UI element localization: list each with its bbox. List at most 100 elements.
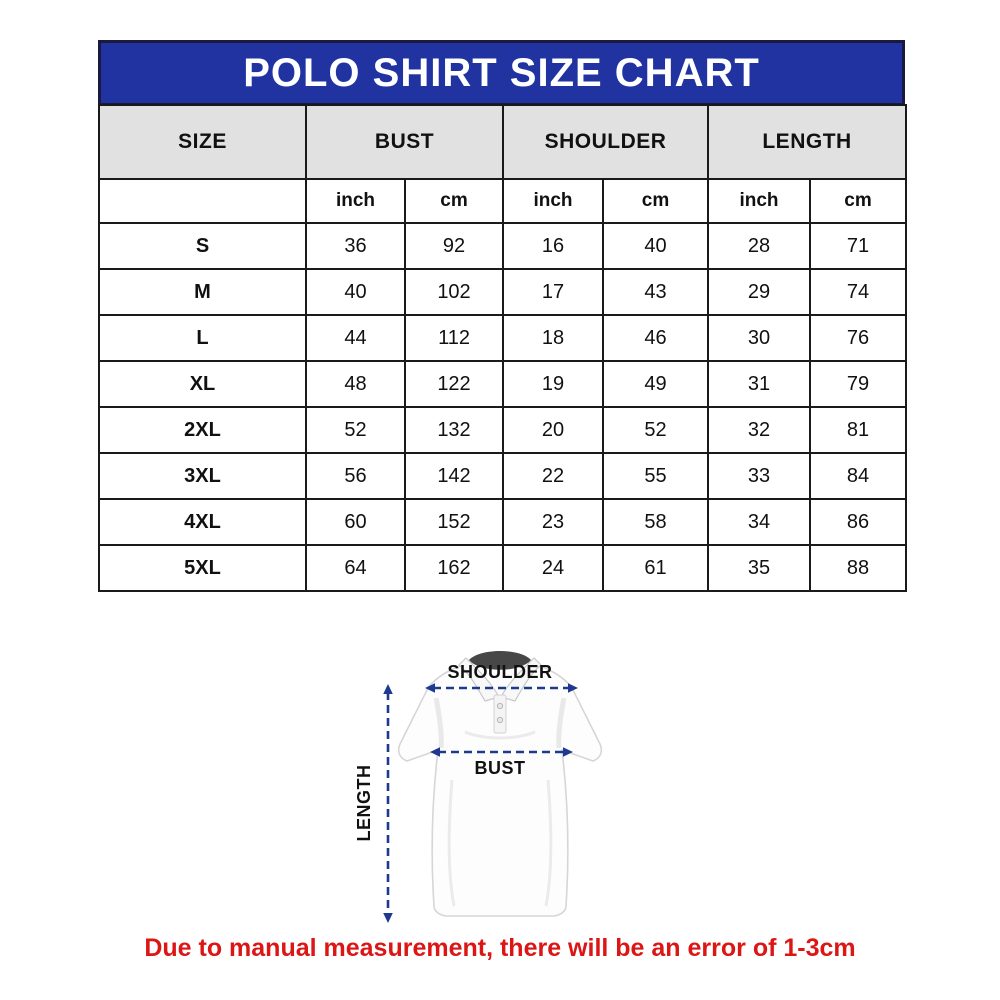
shoulder-label: SHOULDER bbox=[447, 662, 552, 682]
table-row: 4XL 60 152 23 58 34 86 bbox=[98, 498, 908, 546]
value-cell: 64 bbox=[305, 544, 406, 592]
unit-header-empty bbox=[98, 178, 307, 224]
value-cell: 40 bbox=[602, 222, 710, 270]
value-cell: 60 bbox=[305, 498, 406, 546]
table-row: 3XL 56 142 22 55 33 84 bbox=[98, 452, 908, 500]
bust-label: BUST bbox=[475, 758, 526, 778]
value-cell: 29 bbox=[707, 268, 812, 316]
value-cell: 122 bbox=[403, 360, 505, 408]
col-header-bust: BUST bbox=[304, 104, 505, 180]
size-cell: 3XL bbox=[98, 452, 307, 500]
value-cell: 46 bbox=[602, 314, 710, 362]
chart-title-banner: POLO SHIRT SIZE CHART bbox=[98, 40, 905, 106]
placket-button-top bbox=[496, 702, 504, 710]
value-cell: 23 bbox=[502, 498, 605, 546]
value-cell: 32 bbox=[707, 406, 812, 454]
length-label: LENGTH bbox=[354, 765, 374, 842]
shirt-fold-right bbox=[544, 779, 553, 907]
value-cell: 48 bbox=[305, 360, 406, 408]
value-cell: 86 bbox=[809, 498, 908, 546]
value-cell: 55 bbox=[602, 452, 710, 500]
value-cell: 92 bbox=[403, 222, 505, 270]
value-cell: 112 bbox=[403, 314, 505, 362]
shoulder-arrow bbox=[425, 683, 578, 693]
value-cell: 40 bbox=[305, 268, 406, 316]
unit-header-shoulder-cm: cm bbox=[602, 178, 710, 224]
value-cell: 22 bbox=[502, 452, 605, 500]
value-cell: 18 bbox=[502, 314, 605, 362]
unit-header-row: inch cm inch cm inch cm bbox=[98, 178, 908, 224]
table-row: S 36 92 16 40 28 71 bbox=[98, 222, 908, 270]
value-cell: 43 bbox=[602, 268, 710, 316]
value-cell: 102 bbox=[403, 268, 505, 316]
value-cell: 52 bbox=[602, 406, 710, 454]
value-cell: 34 bbox=[707, 498, 812, 546]
unit-header-length-cm: cm bbox=[809, 178, 908, 224]
size-cell: S bbox=[98, 222, 307, 270]
value-cell: 28 bbox=[707, 222, 812, 270]
value-cell: 36 bbox=[305, 222, 406, 270]
bust-arrow bbox=[430, 747, 573, 757]
table-row: 5XL 64 162 24 61 35 88 bbox=[98, 544, 908, 592]
value-cell: 88 bbox=[809, 544, 908, 592]
value-cell: 79 bbox=[809, 360, 908, 408]
unit-header-length-inch: inch bbox=[707, 178, 812, 224]
value-cell: 44 bbox=[305, 314, 406, 362]
value-cell: 152 bbox=[403, 498, 505, 546]
length-arrow bbox=[383, 684, 393, 923]
size-cell: M bbox=[98, 268, 307, 316]
value-cell: 132 bbox=[403, 406, 505, 454]
value-cell: 20 bbox=[502, 406, 605, 454]
chart-title: POLO SHIRT SIZE CHART bbox=[243, 50, 760, 95]
unit-header-shoulder-inch: inch bbox=[502, 178, 605, 224]
size-table: SIZE BUST SHOULDER LENGTH inch cm inch c… bbox=[98, 104, 908, 592]
shirt-fold-left bbox=[447, 779, 456, 907]
col-header-shoulder: SHOULDER bbox=[502, 104, 710, 180]
button-placket bbox=[493, 694, 507, 734]
value-cell: 31 bbox=[707, 360, 812, 408]
collar-opening bbox=[469, 651, 531, 670]
group-header-row: SIZE BUST SHOULDER LENGTH bbox=[98, 104, 908, 180]
col-header-length: LENGTH bbox=[707, 104, 908, 180]
polo-shirt-illustration bbox=[397, 651, 603, 917]
size-cell: 5XL bbox=[98, 544, 307, 592]
shirt-shading-left bbox=[433, 697, 444, 749]
collar-left-flap bbox=[458, 657, 500, 702]
value-cell: 17 bbox=[502, 268, 605, 316]
value-cell: 35 bbox=[707, 544, 812, 592]
value-cell: 76 bbox=[809, 314, 908, 362]
value-cell: 162 bbox=[403, 544, 505, 592]
value-cell: 74 bbox=[809, 268, 908, 316]
table-row: M 40 102 17 43 29 74 bbox=[98, 268, 908, 316]
unit-header-bust-inch: inch bbox=[305, 178, 406, 224]
value-cell: 16 bbox=[502, 222, 605, 270]
value-cell: 52 bbox=[305, 406, 406, 454]
unit-header-bust-cm: cm bbox=[403, 178, 505, 224]
value-cell: 61 bbox=[602, 544, 710, 592]
value-cell: 81 bbox=[809, 406, 908, 454]
size-table-body: S 36 92 16 40 28 71 M 40 102 17 43 29 74 L 44 112 18 46 30 7… bbox=[98, 222, 908, 592]
value-cell: 24 bbox=[502, 544, 605, 592]
shirt-shading-right bbox=[556, 697, 567, 749]
value-cell: 33 bbox=[707, 452, 812, 500]
size-cell: 4XL bbox=[98, 498, 307, 546]
value-cell: 58 bbox=[602, 498, 710, 546]
value-cell: 30 bbox=[707, 314, 812, 362]
value-cell: 84 bbox=[809, 452, 908, 500]
size-cell: XL bbox=[98, 360, 307, 408]
polo-shirt-diagram: SHOULDER BUST LENGTH bbox=[354, 651, 603, 923]
value-cell: 56 bbox=[305, 452, 406, 500]
table-row: 2XL 52 132 20 52 32 81 bbox=[98, 406, 908, 454]
measurement-note: Due to manual measurement, there will be… bbox=[144, 934, 856, 962]
collar-right-flap bbox=[500, 657, 542, 702]
value-cell: 142 bbox=[403, 452, 505, 500]
value-cell: 71 bbox=[809, 222, 908, 270]
col-header-size: SIZE bbox=[98, 104, 307, 180]
table-row: XL 48 122 19 49 31 79 bbox=[98, 360, 908, 408]
size-cell: 2XL bbox=[98, 406, 307, 454]
value-cell: 49 bbox=[602, 360, 710, 408]
shirt-fold-chest bbox=[464, 730, 536, 740]
value-cell: 19 bbox=[502, 360, 605, 408]
table-row: L 44 112 18 46 30 76 bbox=[98, 314, 908, 362]
